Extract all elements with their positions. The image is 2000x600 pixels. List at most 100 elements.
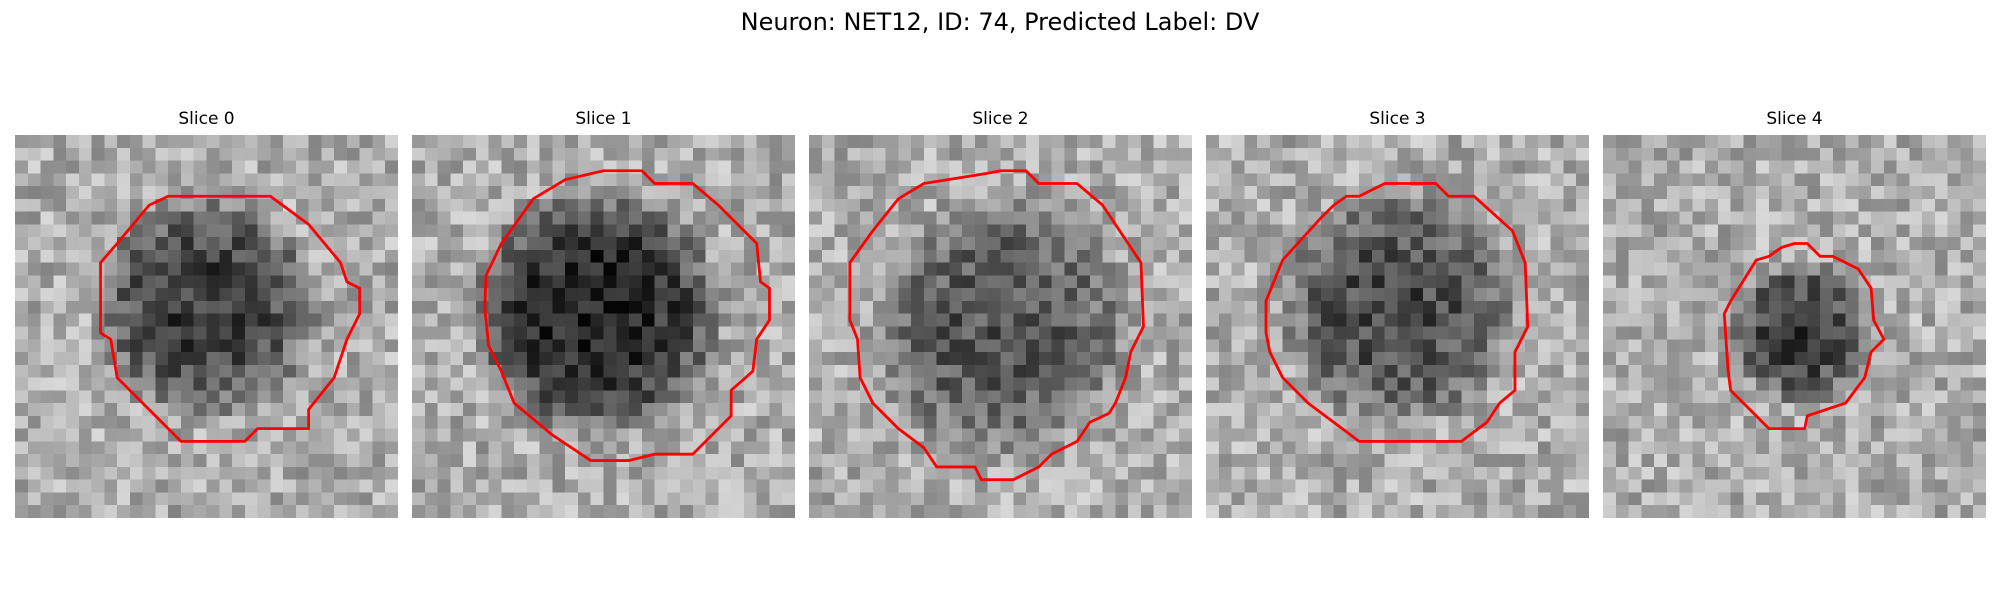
- pixel: [756, 479, 770, 493]
- pixel: [1179, 479, 1192, 493]
- pixel: [1359, 390, 1373, 404]
- pixel: [1960, 479, 1974, 493]
- pixel: [1641, 300, 1655, 314]
- pixel: [1435, 352, 1449, 366]
- pixel: [104, 173, 118, 187]
- pixel: [667, 390, 681, 404]
- pixel: [53, 454, 67, 468]
- pixel: [129, 428, 143, 442]
- pixel: [577, 211, 591, 225]
- pixel: [860, 135, 874, 149]
- pixel: [834, 313, 848, 327]
- pixel: [1947, 313, 1961, 327]
- pixel: [1512, 403, 1526, 417]
- pixel: [1013, 479, 1027, 493]
- pixel: [257, 352, 271, 366]
- pixel: [1295, 339, 1309, 353]
- pixel: [911, 505, 925, 518]
- pixel: [514, 262, 528, 276]
- pixel: [168, 262, 182, 276]
- pixel: [1371, 160, 1385, 174]
- pixel: [1474, 288, 1488, 302]
- pixel: [1064, 313, 1078, 327]
- pixel: [1038, 352, 1052, 366]
- pixel: [1486, 300, 1500, 314]
- pixel: [1206, 492, 1220, 506]
- pixel: [308, 364, 322, 378]
- pixel: [1768, 275, 1782, 289]
- pixel: [1206, 288, 1220, 302]
- pixel: [974, 186, 988, 200]
- pixel: [1909, 262, 1923, 276]
- pixel: [1628, 186, 1642, 200]
- pixel: [1743, 377, 1757, 391]
- pixel: [1102, 326, 1116, 340]
- pixel: [885, 403, 899, 417]
- pixel: [949, 300, 963, 314]
- pixel: [1883, 479, 1897, 493]
- pixel: [885, 479, 899, 493]
- pixel: [501, 249, 515, 263]
- pixel: [565, 339, 579, 353]
- pixel: [1807, 415, 1821, 429]
- pixel: [1743, 275, 1757, 289]
- pixel: [270, 147, 284, 161]
- pixel: [1794, 186, 1808, 200]
- pixel: [1832, 364, 1846, 378]
- pixel: [1960, 415, 1974, 429]
- pixel: [1295, 198, 1309, 212]
- pixel: [1641, 288, 1655, 302]
- pixel: [1512, 262, 1526, 276]
- pixel: [1537, 466, 1551, 480]
- pixel: [295, 249, 309, 263]
- pixel: [565, 403, 579, 417]
- pixel: [1641, 339, 1655, 353]
- pixel: [283, 288, 297, 302]
- pixel: [1756, 275, 1770, 289]
- pixel: [321, 326, 335, 340]
- pixel: [860, 198, 874, 212]
- pixel: [911, 466, 925, 480]
- pixel: [283, 492, 297, 506]
- pixel: [1871, 135, 1885, 149]
- pixel: [1717, 415, 1731, 429]
- pixel: [1537, 454, 1551, 468]
- pixel: [1973, 237, 1986, 251]
- pixel: [1756, 492, 1770, 506]
- pixel: [641, 135, 655, 149]
- pixel: [1858, 505, 1872, 518]
- pixel: [949, 492, 963, 506]
- pixel: [1679, 403, 1693, 417]
- pixel: [1269, 237, 1283, 251]
- pixel: [1692, 211, 1706, 225]
- pixel: [1730, 173, 1744, 187]
- pixel: [834, 326, 848, 340]
- pixel: [1654, 466, 1668, 480]
- pixel: [40, 237, 54, 251]
- pixel: [1883, 352, 1897, 366]
- pixel: [911, 275, 925, 289]
- pixel: [692, 275, 706, 289]
- pixel: [193, 211, 207, 225]
- pixel: [847, 237, 861, 251]
- panel-slice-3: Slice 3: [1206, 108, 1589, 518]
- pixel: [1153, 300, 1167, 314]
- pixel: [193, 160, 207, 174]
- pixel: [1934, 466, 1948, 480]
- pixel: [1934, 403, 1948, 417]
- pixel: [206, 428, 220, 442]
- pixel: [834, 198, 848, 212]
- pixel: [1756, 390, 1770, 404]
- pixel: [1820, 224, 1834, 238]
- pixel: [1269, 173, 1283, 187]
- pixel: [1730, 479, 1744, 493]
- pixel: [847, 173, 861, 187]
- pixel: [1013, 339, 1027, 353]
- pixel: [616, 390, 630, 404]
- pixel: [1448, 339, 1462, 353]
- pixel: [974, 377, 988, 391]
- pixel: [1909, 173, 1923, 187]
- pixel: [180, 211, 194, 225]
- pixel: [987, 466, 1001, 480]
- pixel: [412, 364, 426, 378]
